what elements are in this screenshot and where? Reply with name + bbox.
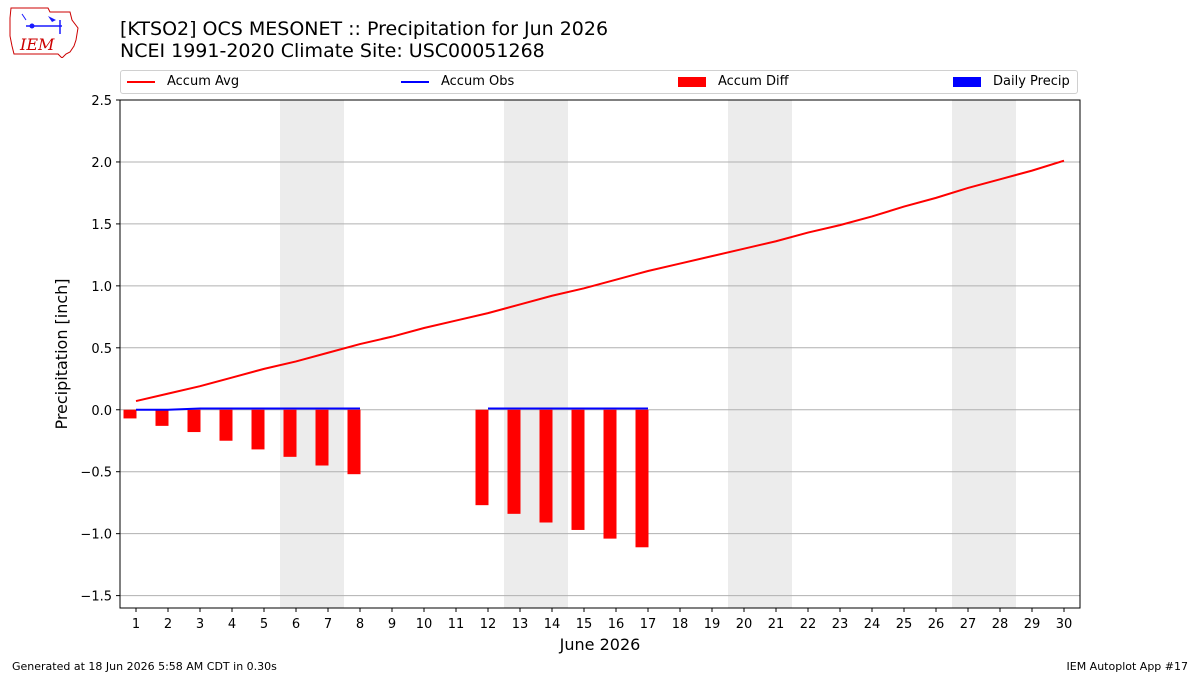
- x-tick-label: 16: [608, 617, 625, 632]
- bar-accum-diff: [219, 409, 233, 441]
- bar-accum-diff: [507, 409, 521, 514]
- line-accum-avg: [135, 159, 1065, 403]
- chart-subtitle: NCEI 1991-2020 Climate Site: USC00051268: [120, 40, 545, 62]
- y-tick-label: −0.5: [80, 466, 112, 481]
- bar-accum-diff: [603, 409, 617, 539]
- weekend-shade-1: [504, 100, 568, 608]
- y-axis-label: Precipitation [inch]: [52, 278, 71, 429]
- legend-label: Accum Obs: [441, 74, 515, 89]
- x-tick-label: 19: [704, 617, 721, 632]
- x-tick-label: 1: [132, 617, 140, 632]
- x-tick-label: 26: [928, 617, 945, 632]
- x-tick-label: 2: [164, 617, 172, 632]
- bar-accum-diff: [347, 409, 361, 475]
- bar-accum-diff: [539, 409, 553, 523]
- legend-swatch: [953, 77, 981, 87]
- x-tick-label: 10: [416, 617, 433, 632]
- weekend-shade-3: [952, 100, 1016, 608]
- legend-label: Accum Avg: [167, 74, 240, 89]
- legend-swatch: [127, 81, 155, 83]
- x-tick-label: 25: [896, 617, 913, 632]
- y-tick-label: 2.5: [91, 94, 112, 109]
- bar-accum-diff: [315, 409, 329, 466]
- bar-accum-diff: [571, 409, 585, 530]
- y-tick-label: 0.5: [91, 342, 112, 357]
- app-label: IEM Autoplot App #17: [1066, 660, 1189, 673]
- bar-accum-diff: [475, 409, 489, 506]
- legend-label: Daily Precip: [993, 74, 1070, 89]
- x-tick-label: 3: [196, 617, 204, 632]
- x-tick-label: 9: [388, 617, 396, 632]
- y-tick-label: 1.0: [91, 280, 112, 295]
- x-tick-label: 29: [1024, 617, 1041, 632]
- y-tick-label: 1.5: [91, 218, 112, 233]
- x-tick-label: 17: [640, 617, 657, 632]
- x-tick-label: 5: [260, 617, 268, 632]
- iem-logo: IEM: [9, 7, 79, 58]
- logo-text: IEM: [19, 35, 55, 54]
- x-tick-label: 13: [512, 617, 529, 632]
- weekend-shade-2: [728, 100, 792, 608]
- bar-accum-diff: [187, 409, 201, 433]
- y-tick-label: 0.0: [91, 404, 112, 419]
- x-tick-label: 11: [448, 617, 465, 632]
- bar-accum-diff: [251, 409, 265, 450]
- x-axis-label: June 2026: [559, 635, 641, 654]
- x-tick-label: 6: [292, 617, 300, 632]
- x-tick-label: 8: [356, 617, 364, 632]
- x-tick-label: 14: [544, 617, 561, 632]
- x-tick-label: 12: [480, 617, 497, 632]
- x-tick-label: 24: [864, 617, 881, 632]
- legend-swatch: [678, 77, 706, 87]
- generated-timestamp: Generated at 18 Jun 2026 5:58 AM CDT in …: [12, 660, 277, 673]
- y-tick-label: −1.5: [80, 590, 112, 605]
- x-tick-label: 15: [576, 617, 593, 632]
- x-tick-label: 30: [1056, 617, 1073, 632]
- x-tick-label: 18: [672, 617, 689, 632]
- chart-title: [KTSO2] OCS MESONET :: Precipitation for…: [120, 18, 609, 40]
- x-tick-label: 22: [800, 617, 817, 632]
- x-tick-label: 7: [324, 617, 332, 632]
- x-tick-label: 28: [992, 617, 1009, 632]
- chart-legend: Accum Avg Accum Obs Accum Diff Daily Pre…: [120, 70, 1078, 94]
- x-tick-label: 23: [832, 617, 849, 632]
- x-tick-label: 27: [960, 617, 977, 632]
- legend-label: Accum Diff: [718, 74, 789, 89]
- x-tick-label: 4: [228, 617, 236, 632]
- line-accum-obs: [136, 407, 360, 411]
- x-tick-label: 21: [768, 617, 785, 632]
- weekend-shade-0: [280, 100, 344, 608]
- legend-swatch: [401, 81, 429, 83]
- plot-frame: [119, 99, 1081, 609]
- y-tick-label: 2.0: [91, 156, 112, 171]
- bar-accum-diff: [123, 409, 137, 419]
- bar-accum-diff: [635, 409, 649, 548]
- bar-accum-diff: [283, 409, 297, 457]
- y-tick-label: −1.0: [80, 528, 112, 543]
- x-tick-label: 20: [736, 617, 753, 632]
- bar-accum-diff: [155, 409, 169, 426]
